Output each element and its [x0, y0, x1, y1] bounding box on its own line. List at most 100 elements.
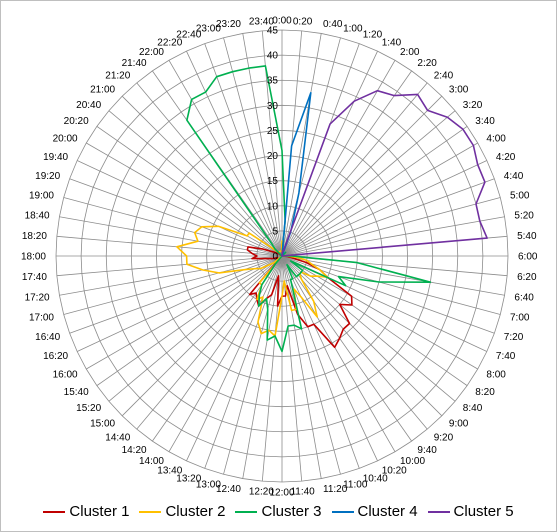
legend: Cluster 1 Cluster 2 Cluster 3 Cluster 4 Clus…: [0, 503, 557, 520]
grid-spoke: [223, 37, 283, 257]
category-label: 12:40: [216, 484, 241, 495]
radial-tick-label: 30: [267, 101, 279, 112]
grid-spoke: [281, 255, 341, 475]
legend-item: Cluster 2: [139, 503, 225, 520]
grid-spoke: [281, 255, 443, 417]
grid-spoke: [281, 255, 322, 479]
radial-tick-label: 5: [272, 226, 278, 237]
category-label: 19:20: [35, 171, 60, 182]
category-label: 8:40: [463, 403, 483, 414]
grid-spoke: [121, 255, 283, 417]
grid-spoke: [281, 255, 396, 452]
category-label: 2:00: [400, 47, 420, 58]
grid-spoke: [281, 110, 456, 257]
grid-spoke: [96, 255, 283, 386]
grid-spoke: [108, 255, 283, 402]
grid-spoke: [281, 126, 468, 257]
category-label: 7:00: [510, 313, 530, 324]
category-label: 6:40: [514, 293, 534, 304]
category-labels: 0:00 0:20 0:40 1:001:201:402:002:20 2:40 3:00…: [21, 16, 538, 499]
category-label: 7:20: [504, 332, 524, 343]
category-label: 14:00: [139, 456, 164, 467]
grid-spoke: [281, 82, 428, 257]
grid-spoke: [281, 33, 322, 257]
category-label: 16:00: [53, 370, 78, 381]
category-label: 9:40: [417, 445, 437, 456]
grid-spoke: [63, 197, 283, 257]
grid-spoke: [242, 33, 283, 257]
radial-tick-label: 10: [267, 201, 279, 212]
legend-item: Cluster 5: [427, 503, 514, 520]
category-label: 14:40: [105, 432, 130, 443]
category-label: 6:20: [517, 272, 537, 283]
grid-spoke: [59, 216, 283, 257]
grid-spoke: [281, 70, 412, 257]
category-label: 1:00: [343, 24, 363, 35]
grid-spoke: [281, 160, 487, 257]
grid-spoke: [56, 255, 283, 277]
grid-spoke: [281, 255, 456, 402]
grid-spoke: [77, 160, 283, 257]
category-label: 21:00: [90, 85, 115, 96]
radial-tick-label: 15: [267, 176, 279, 187]
category-label: 20:40: [76, 100, 101, 111]
category-label: 23:00: [196, 24, 221, 35]
category-label: 22:20: [157, 38, 182, 49]
category-label: 0:40: [323, 19, 343, 30]
category-label: 23:40: [249, 16, 274, 27]
category-label: 11:40: [290, 487, 315, 498]
grid-spoke: [77, 255, 283, 352]
category-label: 16:40: [35, 332, 60, 343]
grid-spoke: [281, 37, 341, 257]
category-label: 2:40: [434, 71, 454, 82]
category-label: 20:20: [64, 116, 89, 127]
category-label: 3:20: [463, 100, 483, 111]
legend-item: Cluster 3: [235, 503, 322, 520]
category-label: 20:00: [53, 134, 78, 145]
grid-spoke: [281, 95, 443, 257]
legend-swatch: [139, 510, 162, 513]
legend-label: Cluster 3: [261, 503, 322, 520]
grid-spoke: [281, 255, 428, 430]
grid-spoke: [69, 178, 283, 257]
category-label: 18:40: [25, 211, 50, 222]
grid-spoke: [56, 235, 283, 257]
category-label: 4:40: [504, 171, 524, 182]
category-label: 5:40: [517, 231, 537, 242]
grid-spoke: [281, 51, 378, 257]
grid-spoke: [281, 142, 478, 257]
category-label: 13:20: [176, 473, 201, 484]
legend-swatch: [235, 510, 258, 513]
category-label: 17:00: [29, 313, 54, 324]
legend-label: Cluster 1: [69, 503, 130, 520]
legend-label: Cluster 5: [453, 503, 514, 520]
category-label: 0:00: [272, 16, 292, 27]
category-label: 9:00: [449, 418, 469, 429]
legend-item: Cluster 1: [43, 503, 129, 520]
category-label: 2:20: [417, 58, 437, 69]
grid-spoke: [186, 51, 283, 257]
category-label: 4:00: [486, 134, 506, 145]
category-label: 10:40: [363, 473, 388, 484]
category-label: 13:00: [196, 480, 221, 491]
series-line-5: [281, 89, 488, 257]
category-label: 18:00: [21, 252, 46, 263]
category-label: 1:20: [363, 30, 383, 41]
grid-spoke: [281, 255, 501, 315]
grid-spoke: [86, 142, 283, 257]
category-label: 15:40: [64, 387, 89, 398]
category-label: 6:00: [518, 252, 538, 263]
radar-chart: 0:00 0:20 0:40 1:001:201:402:002:20 2:40 3:00…: [21, 16, 538, 499]
radial-tick-label: 40: [267, 51, 279, 62]
grid-spoke: [281, 255, 468, 386]
category-label: 4:20: [496, 152, 516, 163]
category-label: 0:20: [293, 16, 313, 27]
category-label: 5:00: [510, 190, 530, 201]
category-label: 15:00: [90, 418, 115, 429]
category-label: 23:20: [216, 19, 241, 30]
category-label: 17:40: [22, 272, 47, 283]
category-label: 5:20: [514, 211, 534, 222]
category-label: 8:20: [475, 387, 495, 398]
grid-spoke: [281, 255, 505, 296]
category-label: 10:20: [382, 465, 407, 476]
